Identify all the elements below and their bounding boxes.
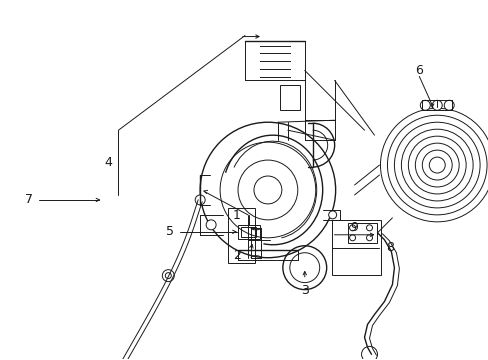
Bar (241, 227, 255, 237)
Circle shape (195, 195, 205, 205)
Text: 7: 7 (25, 193, 33, 206)
Circle shape (420, 100, 429, 110)
Text: 5: 5 (166, 225, 174, 238)
Circle shape (443, 100, 453, 110)
Circle shape (366, 225, 372, 231)
Circle shape (361, 346, 377, 360)
Text: 3: 3 (300, 284, 308, 297)
Circle shape (366, 235, 372, 241)
Circle shape (162, 270, 174, 282)
Text: 4: 4 (104, 156, 112, 168)
Bar (279, 85, 299, 110)
Circle shape (206, 220, 216, 230)
Circle shape (349, 235, 355, 241)
Bar (238, 225, 260, 239)
Text: 8: 8 (386, 241, 394, 254)
Bar (347, 223, 377, 243)
Circle shape (431, 100, 441, 110)
Circle shape (349, 225, 355, 231)
Circle shape (328, 211, 336, 219)
Text: 1: 1 (233, 210, 241, 222)
Text: 9: 9 (350, 221, 358, 234)
Text: 6: 6 (414, 64, 423, 77)
Bar (331, 220, 381, 275)
Text: 2: 2 (233, 249, 241, 262)
Bar (227, 208, 254, 263)
